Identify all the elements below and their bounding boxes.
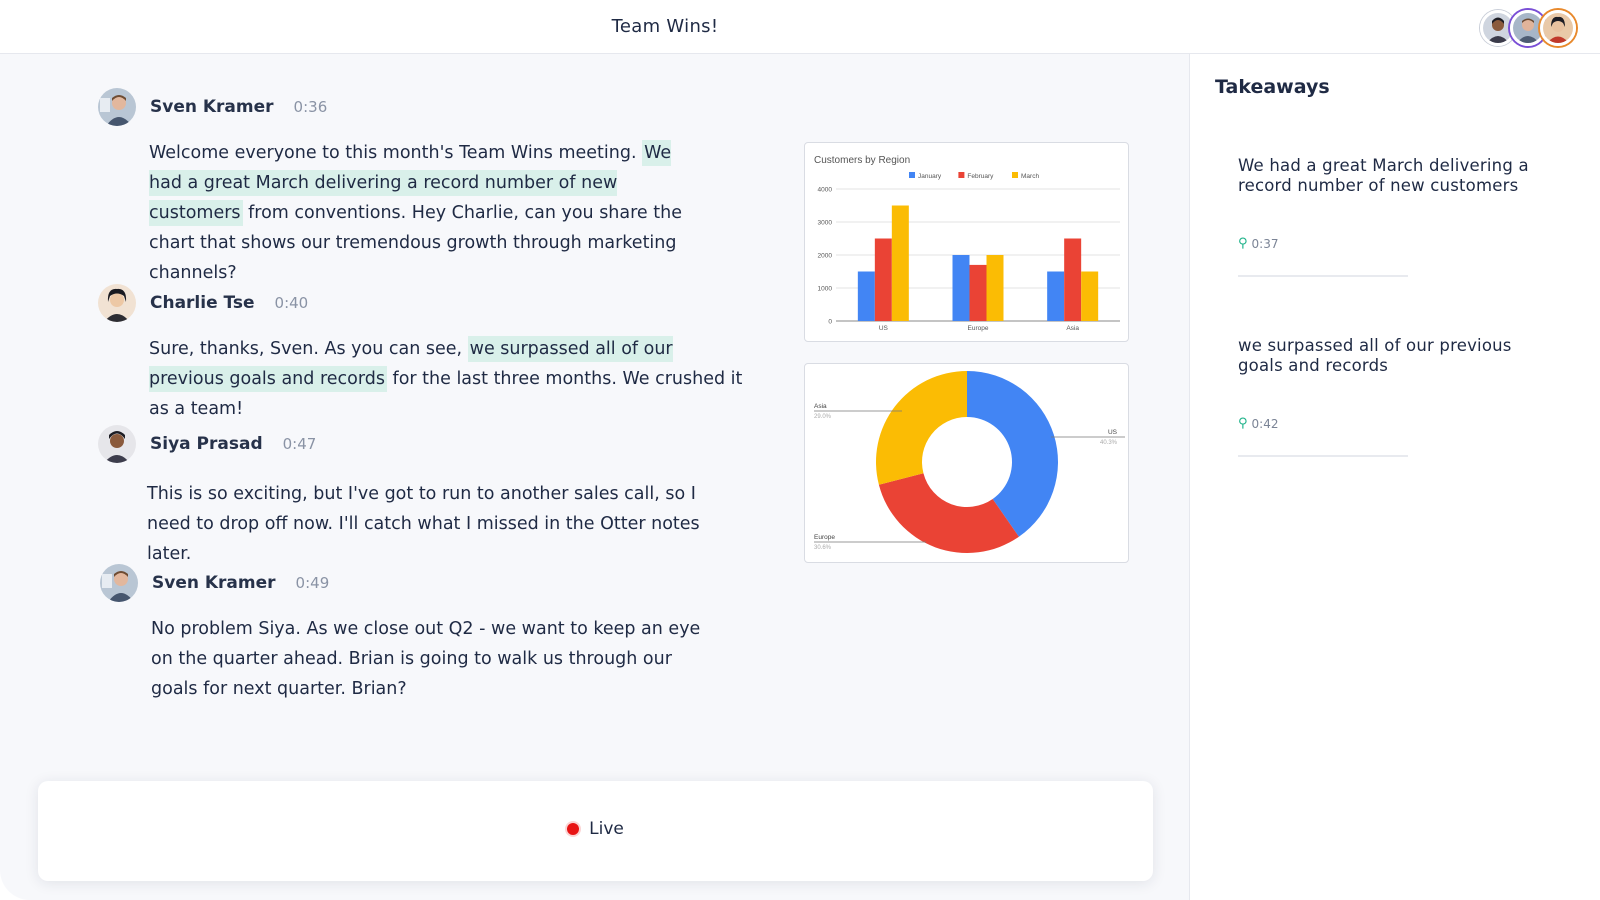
donut-slice: [967, 371, 1058, 537]
message-text-part: This is so exciting, but I've got to run…: [147, 484, 700, 564]
slice-percent: 29.0%: [814, 414, 832, 420]
avatar[interactable]: [98, 284, 136, 322]
takeaway-text: we surpassed all of our previous goals a…: [1238, 336, 1512, 375]
takeaway-text: We had a great March delivering a record…: [1238, 156, 1529, 195]
x-tick-label: Europe: [968, 325, 989, 332]
avatar[interactable]: [98, 88, 136, 126]
highlight-pin-icon: ⚲: [1238, 416, 1248, 431]
bar: [857, 271, 875, 321]
legend-swatch: [909, 172, 915, 178]
transcript-panel: Sven Kramer 0:36 Welcome everyone to thi…: [0, 54, 1190, 900]
message-text-part: for the last three months. We crushed it…: [149, 369, 743, 419]
y-tick-label: 4000: [818, 187, 833, 194]
legend-swatch: [958, 172, 965, 178]
y-tick-label: 3000: [818, 220, 833, 227]
speaker-name: Sven Kramer: [152, 573, 276, 593]
x-tick-label: Asia: [1066, 325, 1079, 332]
bar-chart-card[interactable]: Customers by Region January February March 0…: [804, 142, 1129, 342]
avatar[interactable]: [1480, 10, 1516, 46]
avatar-sven-icon: [1513, 13, 1543, 43]
transcript-message: Sven Kramer 0:36 Welcome everyone to thi…: [98, 88, 748, 288]
takeaways-panel: Takeaways We had a great March deliverin…: [1191, 54, 1600, 900]
timestamp[interactable]: 0:49: [295, 574, 330, 592]
message-text-part: from conventions. Hey Charlie, can you s…: [149, 203, 682, 283]
donut-slice: [878, 473, 1019, 553]
sven-avatar-icon: [98, 88, 136, 126]
speaker-name: Sven Kramer: [150, 97, 274, 117]
x-tick-label: US: [879, 325, 889, 332]
bar: [874, 238, 892, 321]
takeaways-title: Takeaways: [1215, 76, 1330, 98]
slice-label: US: [1108, 429, 1118, 436]
y-tick-label: 1000: [818, 286, 833, 293]
y-tick-label: 2000: [818, 253, 833, 260]
record-dot-icon: [567, 823, 580, 835]
slice-percent: 40.3%: [1100, 440, 1118, 446]
bar-chart: Customers by Region January February March 0…: [814, 155, 1120, 332]
timestamp[interactable]: 0:47: [282, 435, 317, 453]
timestamp[interactable]: 0:40: [274, 294, 309, 312]
message-text: This is so exciting, but I've got to run…: [147, 479, 717, 569]
slice-label: Europe: [814, 534, 835, 541]
donut-slice: [876, 371, 967, 485]
message-text-part: Sure, thanks, Sven. As you can see,: [149, 339, 468, 359]
legend-label: January: [918, 173, 942, 180]
message-text: Sure, thanks, Sven. As you can see, we s…: [149, 334, 749, 424]
message-text: Welcome everyone to this month's Team Wi…: [149, 138, 709, 288]
bar: [1047, 271, 1065, 321]
transcript-message: Charlie Tse 0:40 Sure, thanks, Sven. As …: [98, 284, 748, 424]
takeaway-item[interactable]: we surpassed all of our previous goals a…: [1238, 336, 1558, 457]
takeaway-item[interactable]: We had a great March delivering a record…: [1238, 156, 1558, 277]
highlight-pin-icon: ⚲: [1238, 236, 1248, 251]
participant-avatars[interactable]: [1480, 10, 1576, 46]
bar: [952, 255, 970, 321]
charlie-avatar-icon: [98, 284, 136, 322]
avatar[interactable]: [1540, 10, 1576, 46]
transcript-message: Sven Kramer 0:49 No problem Siya. As we …: [100, 564, 750, 704]
avatar[interactable]: [98, 425, 136, 463]
avatar-charlie-icon: [1543, 13, 1573, 43]
bar: [1064, 238, 1082, 321]
legend-label: March: [1021, 173, 1039, 180]
message-text: No problem Siya. As we close out Q2 - we…: [151, 614, 711, 704]
avatar[interactable]: [100, 564, 138, 602]
donut-chart: US 40.3% Europe 30.6% Asia 29.0%: [814, 371, 1125, 553]
takeaway-time: 0:37: [1251, 236, 1279, 251]
bar: [891, 205, 909, 321]
meeting-title: Team Wins!: [611, 16, 719, 37]
legend-label: February: [967, 173, 994, 180]
legend-swatch: [1012, 172, 1018, 178]
slice-percent: 30.6%: [814, 545, 832, 551]
siya-avatar-icon: [98, 425, 136, 463]
top-bar: Team Wins!: [0, 0, 1600, 54]
bar: [1081, 271, 1099, 321]
message-text-part: No problem Siya. As we close out Q2 - we…: [151, 619, 701, 699]
timestamp[interactable]: 0:36: [293, 98, 328, 116]
bar: [986, 255, 1004, 321]
takeaway-timestamp[interactable]: ⚲ 0:42: [1238, 416, 1558, 431]
message-text-part: Welcome everyone to this month's Team Wi…: [149, 143, 643, 163]
sven-avatar-icon: [100, 564, 138, 602]
live-status-box: Live: [38, 781, 1153, 881]
bar: [969, 264, 987, 321]
transcript-message: Siya Prasad 0:47 This is so exciting, bu…: [98, 425, 748, 569]
takeaway-timestamp[interactable]: ⚲ 0:37: [1238, 236, 1558, 251]
slice-label: Asia: [814, 403, 827, 410]
divider: [1238, 275, 1408, 277]
divider: [1238, 455, 1408, 457]
takeaway-time: 0:42: [1251, 416, 1279, 431]
donut-chart-card[interactable]: US 40.3% Europe 30.6% Asia 29.0%: [804, 363, 1129, 563]
chart-title: Customers by Region: [814, 155, 910, 166]
speaker-name: Charlie Tse: [150, 293, 255, 313]
live-label: Live: [589, 819, 624, 839]
y-tick-label: 0: [828, 319, 832, 326]
avatar-siya-icon: [1483, 13, 1513, 43]
live-indicator: Live: [38, 819, 1153, 839]
speaker-name: Siya Prasad: [150, 434, 263, 454]
